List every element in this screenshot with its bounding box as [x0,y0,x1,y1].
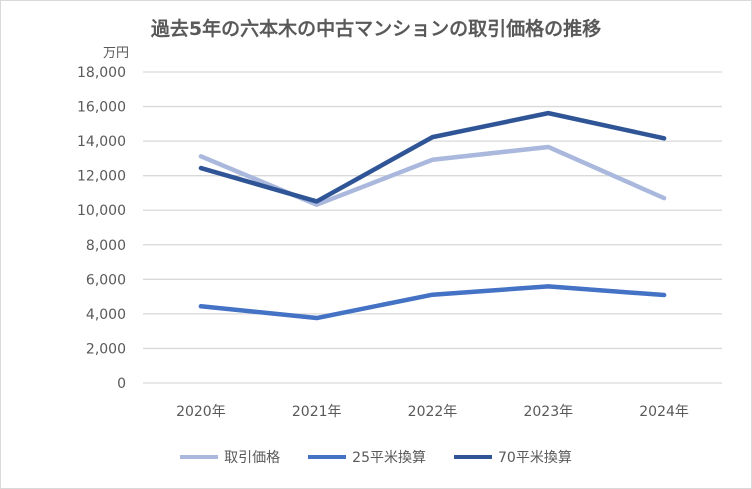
y-axis-unit-label: 万円 [103,46,130,61]
chart-title: 過去5年の六本木の中古マンションの取引価格の推移 [150,18,602,40]
legend-item: 25平米換算 [308,447,426,467]
y-tick-label: 8,000 [86,238,126,254]
x-tick-label: 2022年 [408,404,458,420]
y-tick-label: 6,000 [86,272,126,288]
y-tick-label: 0 [117,376,126,392]
legend-label: 取引価格 [224,450,281,466]
x-tick-label: 2023年 [523,404,573,420]
legend-label: 25平米換算 [352,450,426,466]
legend-swatch [308,455,347,459]
legend: 取引価格 25平米換算 70平米換算 [0,447,752,467]
x-tick-label: 2021年 [292,404,342,420]
y-tick-label: 14,000 [77,134,126,150]
y-tick-label: 4,000 [86,307,126,323]
y-tick-label: 16,000 [77,100,126,116]
x-tick-label: 2020年 [176,404,226,420]
legend-swatch [454,455,492,459]
y-tick-label: 2,000 [86,341,126,357]
y-tick-label: 18,000 [77,65,126,81]
legend-swatch [180,455,219,459]
legend-item: 取引価格 [180,447,280,467]
legend-item: 70平米換算 [454,447,572,467]
y-tick-label: 12,000 [77,169,126,185]
x-tick-label: 2024年 [639,404,689,420]
y-tick-label: 10,000 [77,203,126,219]
legend-label: 70平米換算 [498,450,572,466]
series-line-3 [198,110,667,204]
